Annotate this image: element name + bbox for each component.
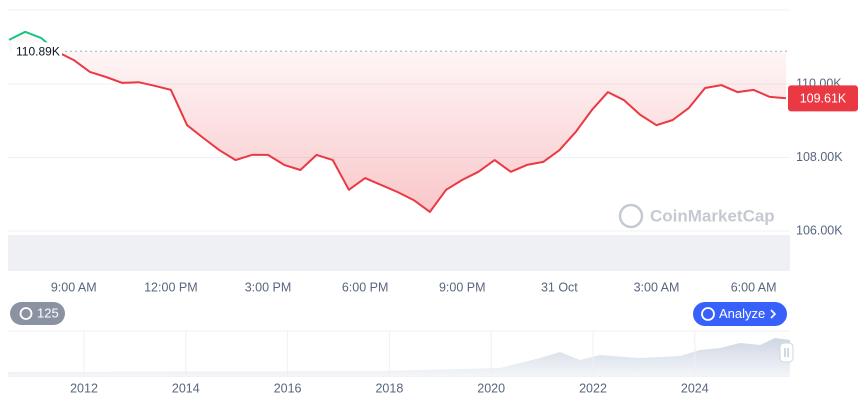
analyze-button[interactable]: Analyze bbox=[693, 302, 787, 326]
x-tick-label: 6:00 PM bbox=[342, 280, 389, 294]
x-tick-label: 31 Oct bbox=[541, 280, 578, 294]
watermark-logo bbox=[618, 203, 644, 229]
nav-year-label: 2022 bbox=[579, 381, 607, 395]
price-area bbox=[9, 31, 786, 212]
nav-year-label: 2020 bbox=[477, 381, 505, 395]
x-tick-label: 9:00 AM bbox=[51, 280, 97, 294]
reference-label-bg bbox=[12, 42, 62, 61]
y-tick-label: 108.00K bbox=[796, 150, 843, 164]
x-tick-label: 3:00 PM bbox=[245, 280, 292, 294]
analyze-bg[interactable] bbox=[693, 302, 787, 326]
history-badge[interactable]: 125 bbox=[10, 302, 65, 325]
x-tick-label: 3:00 AM bbox=[634, 280, 680, 294]
analyze-icon bbox=[701, 307, 715, 321]
navigator: 2012 2014 2016 2018 2020 2022 2024 bbox=[8, 330, 794, 395]
watermark: CoinMarketCap bbox=[618, 203, 775, 229]
x-tick-label: 12:00 PM bbox=[144, 280, 198, 294]
nav-area bbox=[8, 338, 790, 376]
price-tag bbox=[788, 85, 858, 112]
analyze-text[interactable]: Analyze bbox=[719, 306, 765, 321]
x-tick-label: 6:00 AM bbox=[731, 280, 777, 294]
price-tag-label: 109.61K bbox=[800, 92, 847, 106]
chevron bbox=[770, 309, 777, 319]
nav-year-label: 2012 bbox=[70, 381, 98, 395]
nav-year-label: 2016 bbox=[274, 381, 302, 395]
nav-year-label: 2018 bbox=[375, 381, 403, 395]
nav-year-label: 2024 bbox=[681, 381, 709, 395]
volume-strip bbox=[8, 235, 790, 271]
reference-label: 110.89K bbox=[16, 44, 60, 58]
badge-text[interactable]: 125 bbox=[37, 305, 59, 320]
watermark-text: CoinMarketCap bbox=[650, 206, 775, 225]
nav-year-label: 2014 bbox=[172, 381, 200, 395]
price-line bbox=[8, 30, 787, 213]
y-tick-label: 106.00K bbox=[796, 223, 843, 237]
clock-icon bbox=[19, 307, 33, 320]
x-tick-label: 9:00 PM bbox=[439, 280, 486, 294]
nav-handle[interactable] bbox=[779, 342, 794, 363]
